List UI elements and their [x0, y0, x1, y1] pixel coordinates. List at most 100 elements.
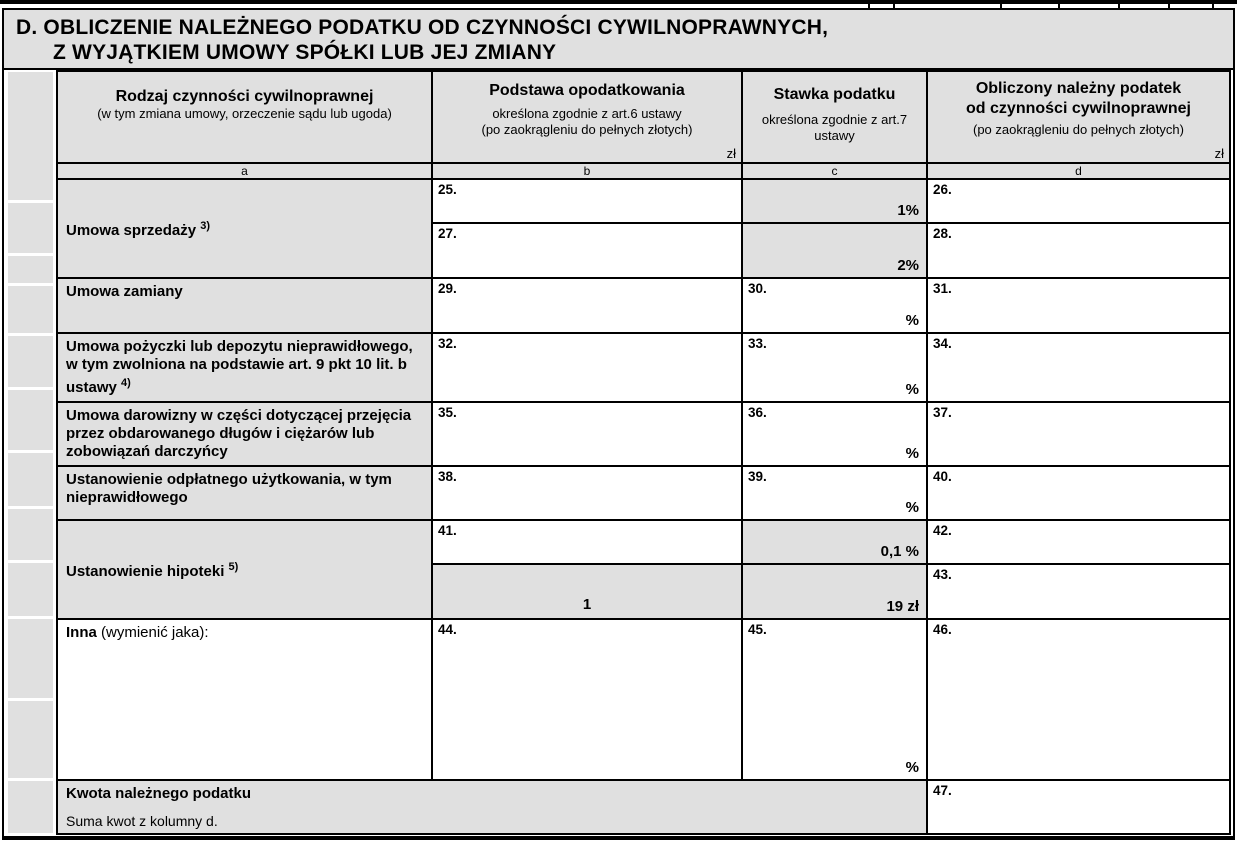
header-col-d: Obliczony należny podatek od czynności c…: [926, 70, 1231, 164]
footnote-ref: 3): [200, 220, 210, 232]
top-divider: [0, 0, 1237, 4]
tax-amount-field-40[interactable]: 40.: [926, 465, 1231, 521]
cutoff-cell-divider: [893, 0, 895, 8]
field-number: 44.: [438, 622, 457, 637]
fixed-base-cell: 1: [431, 563, 743, 620]
percent-sign: %: [905, 499, 919, 516]
activity-label-uzytkowanie: Ustanowienie odpłatnego użytkowania, w t…: [56, 465, 433, 521]
tax-calculation-table: Rodzaj czynności cywilnoprawnej (w tym z…: [56, 70, 1231, 835]
activity-label-umowa-darowizny: Umowa darowizny w części dotyczącej prze…: [56, 401, 433, 467]
tax-rate-fixed-1pct: 1%: [741, 178, 928, 224]
section-title-line1: D. OBLICZENIE NALEŻNEGO PODATKU OD CZYNN…: [16, 16, 829, 39]
col-c-subtitle-2: ustawy: [814, 128, 855, 143]
field-number: 37.: [933, 405, 952, 420]
table-row: Ustanowienie odpłatnego użytkowania, w t…: [56, 465, 1231, 521]
letter-d: d: [926, 162, 1231, 180]
header-col-c: Stawka podatku określona zgodnie z art.7…: [741, 70, 928, 164]
activity-label-umowa-zamiany: Umowa zamiany: [56, 277, 433, 334]
tax-rate-fixed-2pct: 2%: [741, 222, 928, 279]
tax-rate-field-45[interactable]: 45.%: [741, 618, 928, 781]
footnote-ref: 5): [228, 561, 239, 573]
letter-a: a: [56, 162, 433, 180]
cutoff-cell-divider: [1118, 0, 1120, 8]
field-number: 27.: [438, 226, 457, 241]
margin-cell: [8, 781, 53, 833]
field-number: 30.: [748, 281, 767, 296]
activity-label-text: Ustanowienie odpłatnego użytkowania, w t…: [66, 471, 392, 506]
field-number: 33.: [748, 336, 767, 351]
field-number: 34.: [933, 336, 952, 351]
tax-base-field-32[interactable]: 32.: [431, 332, 743, 403]
margin-cell: [8, 256, 53, 283]
activity-label-note-text: (wymienić jaka):: [101, 624, 209, 641]
tax-base-field-44[interactable]: 44.: [431, 618, 743, 781]
section-d-box: D. OBLICZENIE NALEŻNEGO PODATKU OD CZYNN…: [2, 8, 1235, 840]
field-number: 28.: [933, 226, 952, 241]
tax-rate-fixed-01pct: 0,1 %: [741, 519, 928, 565]
table-header-row: Rodzaj czynności cywilnoprawnej (w tym z…: [56, 70, 1231, 164]
percent-sign: %: [905, 381, 919, 398]
margin-cell: [8, 453, 53, 506]
footnote-ref: 4): [121, 377, 131, 389]
col-d-unit: zł: [1214, 146, 1224, 161]
total-label: Kwota należnego podatku: [66, 785, 252, 802]
tax-rate-field-30[interactable]: 30.%: [741, 277, 928, 334]
tax-amount-field-28[interactable]: 28.: [926, 222, 1231, 279]
margin-cell: [8, 619, 53, 698]
section-title-line2: Z WYJĄTKIEM UMOWY SPÓŁKI LUB JEJ ZMIANY: [53, 41, 557, 64]
col-c-title: Stawka podatku: [773, 86, 896, 103]
tax-amount-field-26[interactable]: 26.: [926, 178, 1231, 224]
percent-sign: %: [905, 759, 919, 776]
percent-sign: %: [905, 445, 919, 462]
field-number: 38.: [438, 469, 457, 484]
activity-label-text: Ustanowienie hipoteki: [66, 563, 225, 580]
activity-label-inna[interactable]: Inna (wymienić jaka):: [56, 618, 433, 781]
tax-amount-field-31[interactable]: 31.: [926, 277, 1231, 334]
col-c-subtitle-1: określona zgodnie z art.7: [761, 112, 908, 127]
table-row: Ustanowienie hipoteki 5) 41. 0,1 % 42.: [56, 519, 1231, 620]
rate-value: 2%: [897, 257, 919, 274]
margin-cell: [8, 509, 53, 560]
rate-value: 1%: [897, 202, 919, 219]
rate-value: 19 zł: [886, 598, 919, 615]
tax-amount-field-47[interactable]: 47.: [926, 779, 1231, 835]
field-number: 32.: [438, 336, 457, 351]
tax-base-field-27[interactable]: 27.: [431, 222, 743, 279]
tax-rate-field-36[interactable]: 36.%: [741, 401, 928, 467]
tax-base-field-29[interactable]: 29.: [431, 277, 743, 334]
margin-strip: [4, 70, 56, 835]
table-row: Umowa sprzedaży 3) 25. 1% 26.: [56, 178, 1231, 279]
table-row: Umowa pożyczki lub depozytu nieprawidłow…: [56, 332, 1231, 403]
margin-cell: [8, 701, 53, 778]
column-letter-row: a b c d: [56, 162, 1231, 180]
activity-label-note: (wymienić jaka):: [101, 624, 209, 641]
tax-base-field-35[interactable]: 35.: [431, 401, 743, 467]
tax-amount-field-43[interactable]: 43.: [926, 563, 1231, 620]
field-number: 41.: [438, 523, 457, 538]
table-row: 27. 2% 28.: [57, 222, 1231, 279]
tax-rate-field-33[interactable]: 33.%: [741, 332, 928, 403]
field-number: 26.: [933, 182, 952, 197]
activity-label-umowa-pozyczki: Umowa pożyczki lub depozytu nieprawidłow…: [56, 332, 433, 403]
tax-amount-field-37[interactable]: 37.: [926, 401, 1231, 467]
field-number: 45.: [748, 622, 767, 637]
tax-base-field-25[interactable]: 25.: [431, 178, 743, 224]
table-row: Inna (wymienić jaka): 44. 45.% 46.: [56, 618, 1231, 781]
tax-rate-field-39[interactable]: 39.%: [741, 465, 928, 521]
tax-amount-field-46[interactable]: 46.: [926, 618, 1231, 781]
tax-base-field-41[interactable]: 41.: [431, 519, 743, 565]
table-row: Umowa darowizny w części dotyczącej prze…: [56, 401, 1231, 467]
rate-value: 0,1 %: [880, 543, 919, 560]
total-label-cell: Kwota należnego podatku Suma kwot z kolu…: [56, 779, 928, 835]
col-b-subtitle-1: określona zgodnie z art.6 ustawy: [492, 106, 682, 121]
col-b-unit: zł: [726, 146, 736, 161]
tax-base-field-38[interactable]: 38.: [431, 465, 743, 521]
col-d-title-1: Obliczony należny podatek: [975, 80, 1182, 97]
tax-amount-field-34[interactable]: 34.: [926, 332, 1231, 403]
field-number: 39.: [748, 469, 767, 484]
field-number: 25.: [438, 182, 457, 197]
margin-cell: [8, 72, 53, 200]
activity-label-text: Umowa sprzedaży: [66, 222, 197, 239]
tax-amount-field-42[interactable]: 42.: [926, 519, 1231, 565]
